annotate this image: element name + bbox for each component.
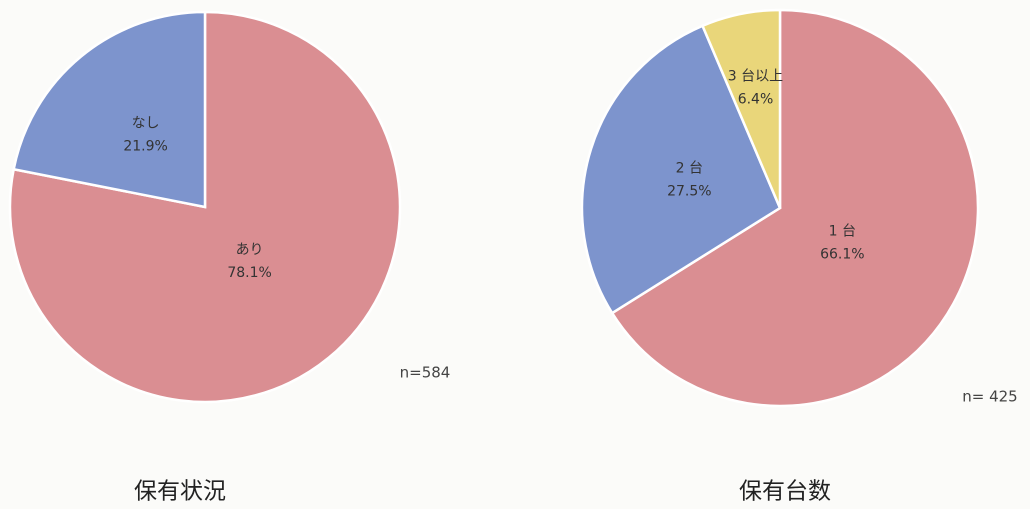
pie-slice [610, 8, 980, 408]
value-label: 6.4% [738, 92, 774, 108]
slice-label: あり [236, 242, 264, 258]
value-label: 27.5% [667, 183, 711, 199]
pie-slice [580, 24, 782, 315]
annotation: n=584 [400, 364, 451, 382]
value-label: 66.1% [820, 247, 864, 263]
chart-title: 保有状況 [134, 479, 226, 505]
slice-label: 3 台以上 [728, 69, 783, 85]
annotation: n= 425 [962, 388, 1017, 406]
chart-title: 保有台数 [739, 479, 831, 505]
value-label: 21.9% [123, 139, 167, 155]
value-label: 78.1% [227, 265, 271, 281]
slice-label: 1 台 [829, 224, 856, 240]
slice-label: 2 台 [676, 160, 703, 176]
slice-label: なし [132, 116, 160, 132]
pie-slice [700, 8, 782, 209]
pie-slice [12, 10, 207, 209]
